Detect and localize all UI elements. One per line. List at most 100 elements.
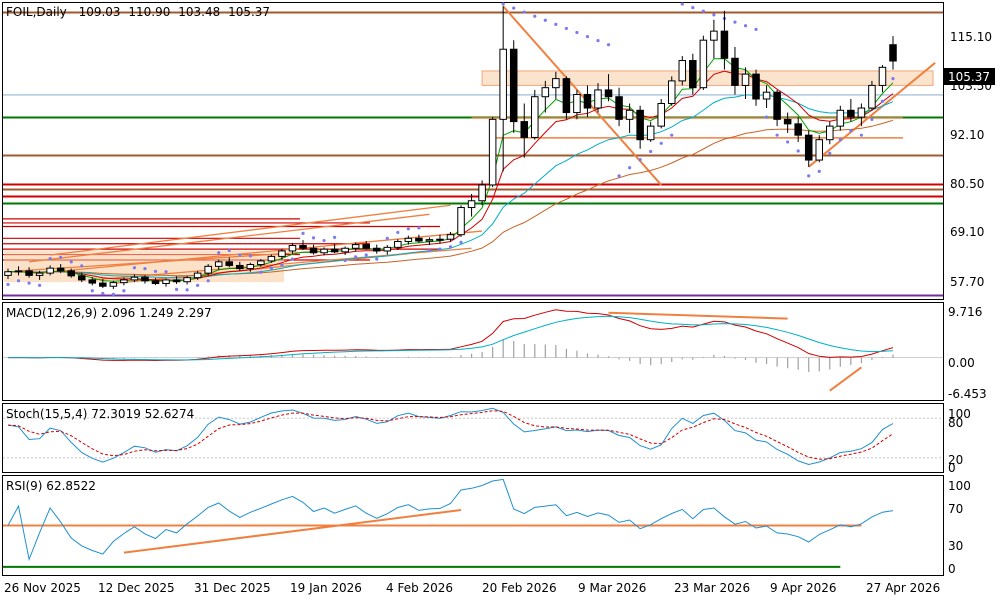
psar-dot bbox=[606, 43, 611, 47]
candle-body bbox=[699, 39, 708, 89]
rsi-trendline bbox=[123, 508, 462, 554]
candle-body bbox=[278, 250, 286, 257]
psar-dot bbox=[38, 283, 42, 287]
candle-body bbox=[436, 238, 444, 241]
candle-body bbox=[794, 123, 802, 136]
psar-dot bbox=[754, 27, 758, 31]
rsi-axis[interactable]: 100 70 30 0 bbox=[948, 479, 971, 576]
price-tick: 69.10 bbox=[950, 225, 984, 239]
stoch-axis[interactable]: 100 80 20 0 bbox=[948, 407, 971, 475]
macd-divergence-line bbox=[829, 366, 862, 392]
panel-frames bbox=[2, 2, 944, 576]
psar-dot bbox=[132, 266, 137, 270]
price-tick: 57.70 bbox=[950, 275, 984, 289]
psar-dot bbox=[543, 18, 547, 22]
date-tick: 27 Apr 2026 bbox=[866, 581, 940, 595]
candle-body bbox=[625, 109, 634, 120]
candle-body bbox=[720, 30, 729, 59]
candle-body bbox=[499, 48, 507, 120]
rsi-tick: 30 bbox=[948, 539, 963, 553]
candle-body bbox=[309, 247, 318, 254]
candle-body bbox=[267, 255, 276, 262]
psar-dot bbox=[575, 30, 579, 35]
macd-tick: 9.716 bbox=[948, 305, 982, 319]
psar-dot bbox=[417, 226, 421, 230]
candle-body bbox=[520, 121, 529, 138]
rsi-tick: 70 bbox=[948, 502, 963, 516]
psar-dot bbox=[649, 149, 653, 154]
trendline bbox=[28, 213, 430, 263]
candle-body bbox=[657, 103, 665, 127]
rsi-tick: 0 bbox=[948, 562, 956, 576]
date-tick: 4 Feb 2026 bbox=[386, 581, 453, 595]
psar-dot bbox=[354, 255, 358, 259]
candle-body bbox=[689, 60, 697, 89]
candle-body bbox=[193, 272, 202, 279]
psar-dot bbox=[859, 133, 863, 137]
psar-dot bbox=[217, 251, 221, 255]
candle-body bbox=[151, 280, 160, 285]
psar-dot bbox=[248, 254, 252, 258]
candle-body bbox=[372, 247, 381, 252]
high-value: 110.90 bbox=[128, 5, 170, 19]
macd-signal-line bbox=[8, 315, 894, 361]
date-tick: 26 Nov 2025 bbox=[4, 581, 81, 595]
candle-body bbox=[25, 270, 33, 276]
macd-axis[interactable]: 9.716 0.00 -6.453 bbox=[948, 305, 987, 401]
trendline bbox=[50, 204, 451, 256]
psar-dot bbox=[6, 282, 10, 287]
candle-body bbox=[162, 279, 170, 285]
last-price-badge: 105.37 bbox=[944, 68, 995, 85]
candle-body bbox=[172, 279, 181, 283]
candle-body bbox=[14, 270, 23, 273]
candle-body bbox=[815, 139, 824, 161]
stoch-d-line bbox=[7, 410, 894, 460]
psar-dot bbox=[585, 34, 590, 39]
candle-body bbox=[615, 96, 623, 120]
candle-body bbox=[351, 244, 360, 249]
psar-dot bbox=[628, 166, 632, 170]
symbol-label: FOIL,Daily bbox=[6, 5, 67, 19]
candle-body bbox=[752, 73, 760, 100]
candle-body bbox=[583, 93, 592, 109]
low-value: 103.48 bbox=[178, 5, 220, 19]
psar-dot bbox=[764, 115, 769, 119]
close-value: 105.37 bbox=[228, 5, 270, 19]
psar-dot bbox=[406, 227, 410, 231]
candle-body bbox=[257, 260, 265, 266]
candle-body bbox=[604, 89, 613, 98]
candle-body bbox=[394, 240, 402, 248]
psar-dot bbox=[143, 267, 147, 271]
slow-moving-average-line bbox=[7, 119, 894, 277]
candle-body bbox=[214, 261, 223, 267]
candle-body bbox=[847, 109, 855, 118]
candle-body bbox=[488, 118, 497, 186]
price-axis[interactable]: 115.10 103.50 92.10 80.50 69.10 57.70 bbox=[950, 30, 992, 289]
trendline bbox=[808, 62, 936, 168]
macd-indicator bbox=[3, 309, 943, 392]
candle-body bbox=[362, 244, 370, 249]
macd-tick: 0.00 bbox=[948, 356, 975, 370]
candle-body bbox=[341, 247, 349, 253]
candle-body bbox=[741, 73, 750, 86]
candle-body bbox=[141, 276, 149, 282]
psar-dot bbox=[206, 279, 210, 283]
candle-body bbox=[857, 107, 866, 118]
psar-dot bbox=[828, 151, 832, 155]
candle-body bbox=[383, 246, 392, 252]
candle-body bbox=[478, 184, 486, 202]
psar-dot bbox=[817, 169, 821, 173]
candlesticks bbox=[4, 6, 897, 289]
date-axis[interactable]: 26 Nov 2025 12 Dec 2025 31 Dec 2025 19 J… bbox=[4, 581, 940, 595]
psar-dot bbox=[786, 140, 790, 144]
candle-body bbox=[109, 282, 118, 287]
psar-dot bbox=[90, 289, 94, 293]
psar-dot bbox=[385, 236, 389, 240]
candle-body bbox=[457, 207, 465, 236]
candle-body bbox=[509, 48, 518, 123]
psar-dot bbox=[174, 287, 179, 292]
candle-body bbox=[236, 264, 244, 270]
stoch-label: Stoch(15,5,4) 72.3019 52.6274 bbox=[6, 407, 194, 421]
psar-dot bbox=[311, 236, 316, 240]
